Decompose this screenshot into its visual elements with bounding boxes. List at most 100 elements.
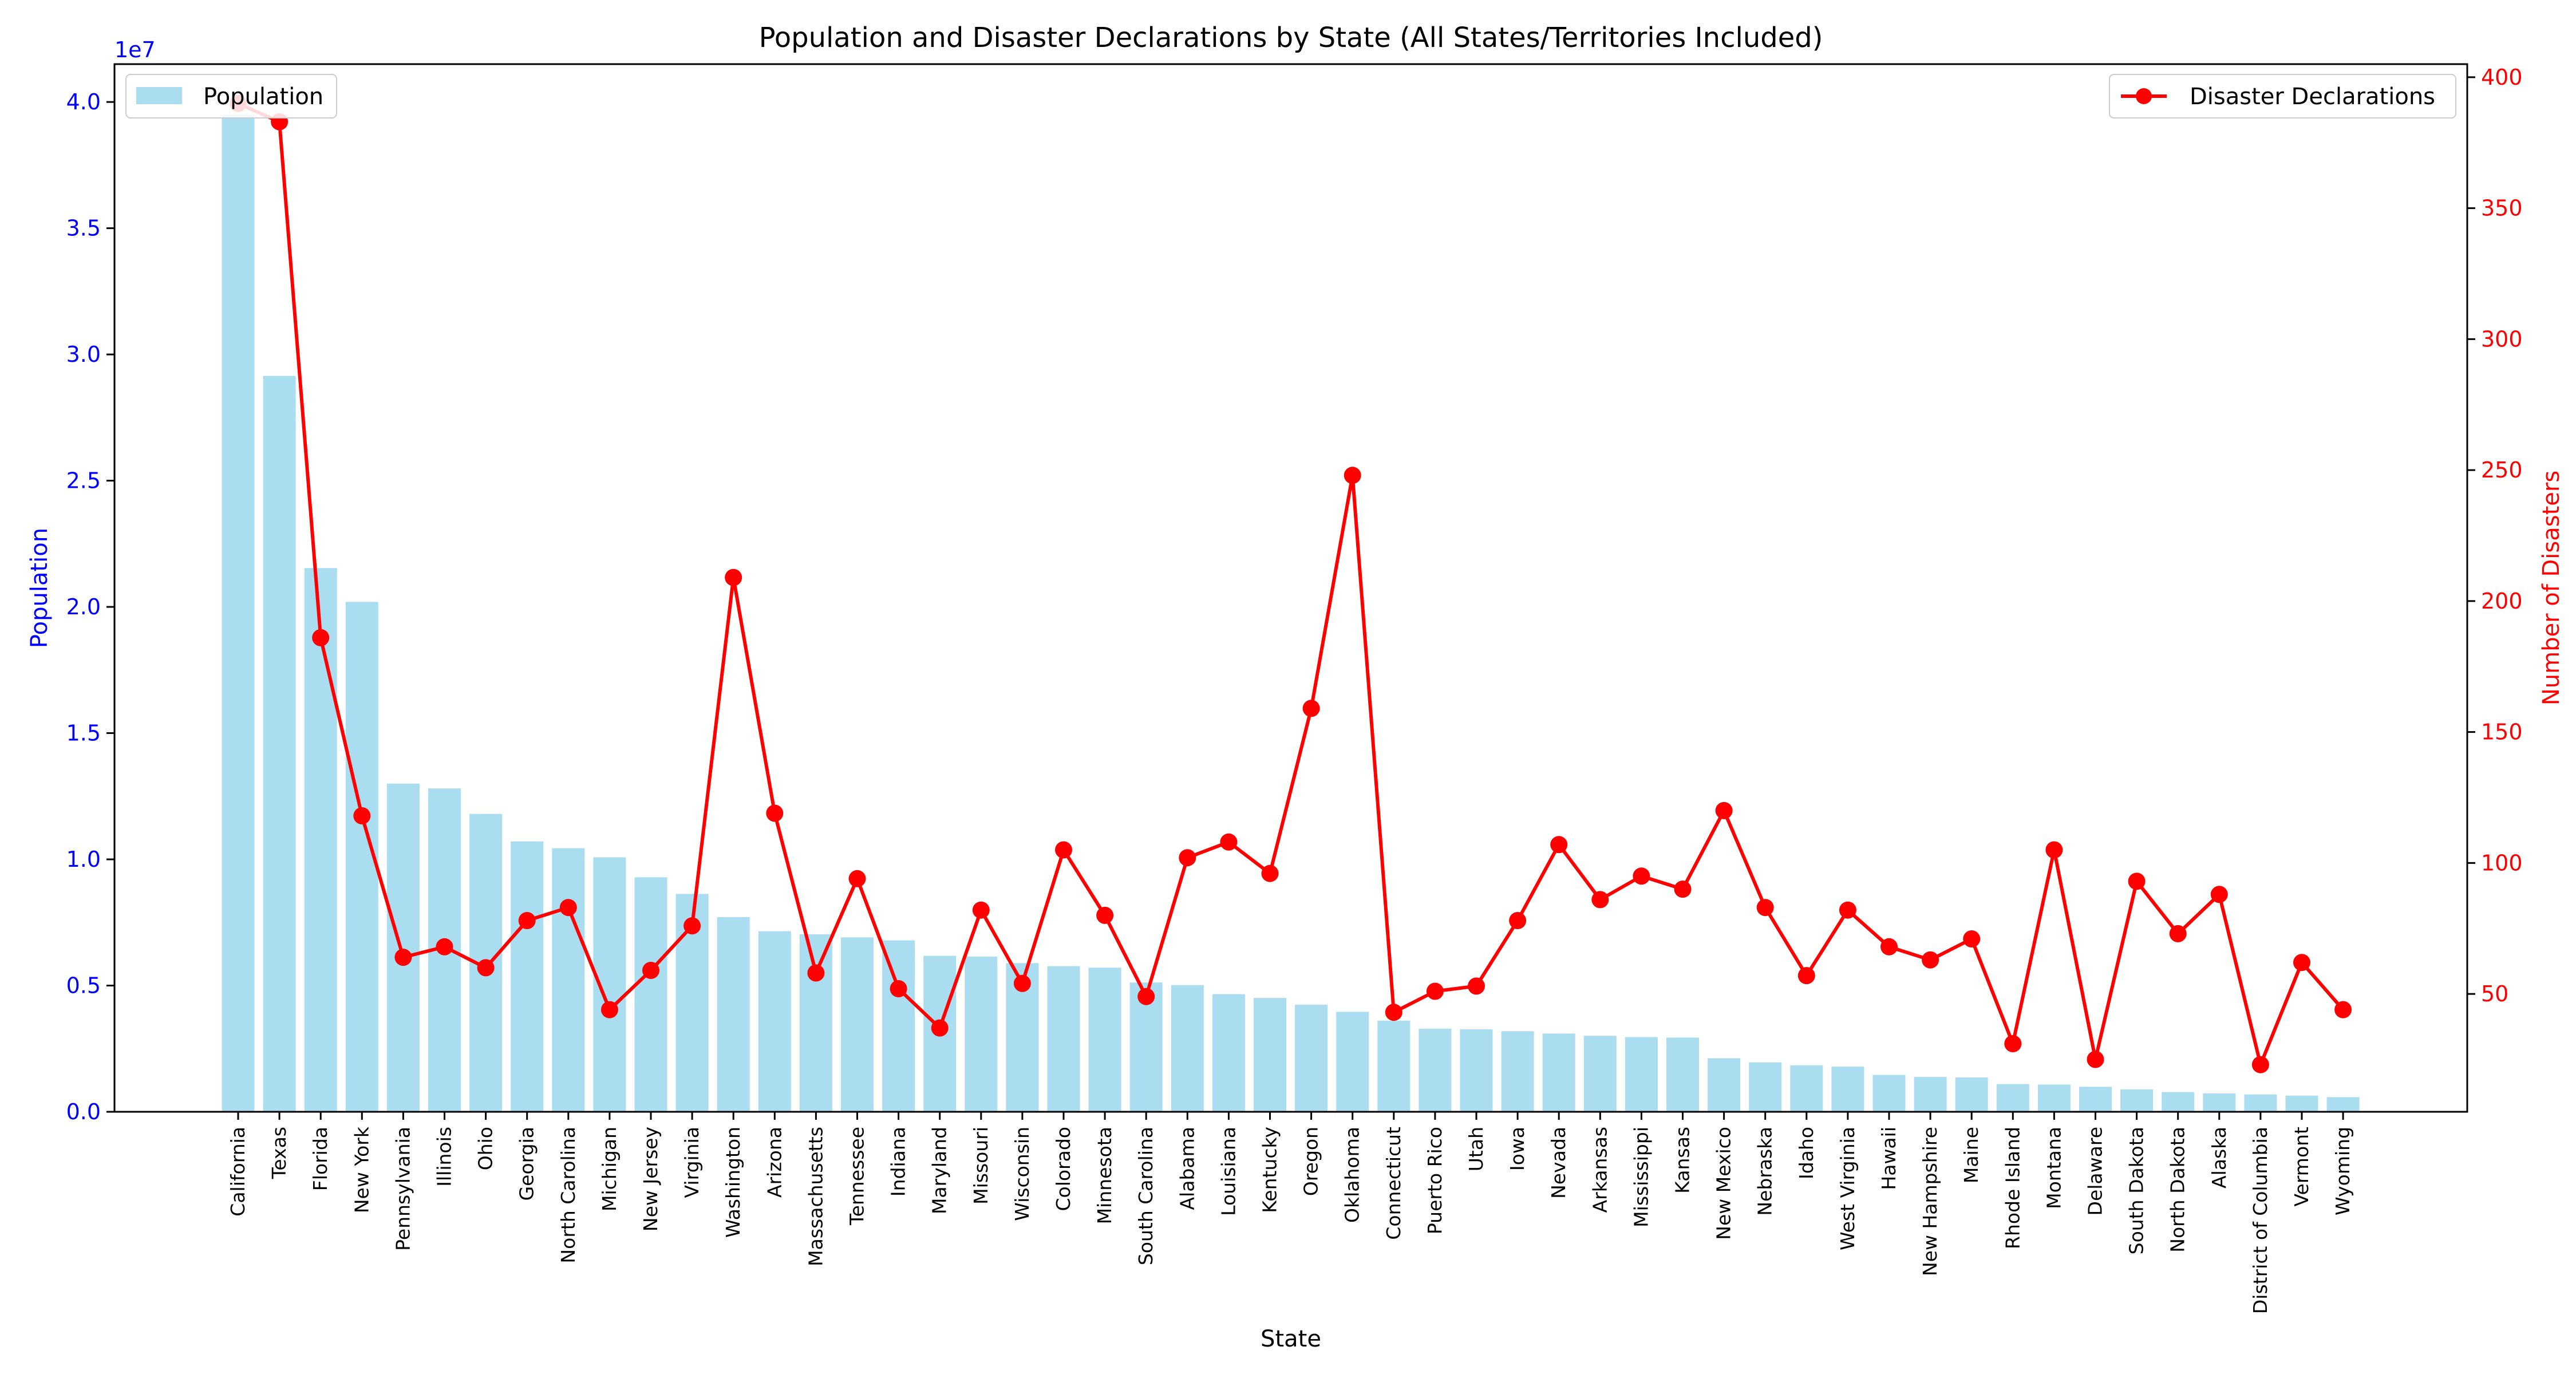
disaster-point bbox=[1550, 836, 1568, 854]
x-tick-label: Tennessee bbox=[846, 1127, 868, 1226]
chart-title: Population and Disaster Declarations by … bbox=[759, 22, 1823, 54]
left-axis-offset-label: 1e7 bbox=[114, 37, 156, 62]
population-bar bbox=[1625, 1037, 1658, 1112]
left-y-axis: 0.0 0.5 1.0 1.5 2.0 2.5 3.0 3.5 4.0 bbox=[66, 89, 114, 1124]
population-bar bbox=[1872, 1075, 1906, 1112]
population-bar bbox=[1377, 1020, 1411, 1112]
plot-frame bbox=[113, 63, 2468, 1113]
disaster-point bbox=[436, 938, 453, 956]
right-tick-label: 200 bbox=[2481, 589, 2523, 614]
population-bar bbox=[634, 877, 667, 1112]
x-tick-label: Minnesota bbox=[1093, 1127, 1116, 1224]
population-bar bbox=[2120, 1089, 2154, 1112]
disaster-point bbox=[1756, 899, 1774, 917]
x-tick-label: Massachusetts bbox=[804, 1127, 827, 1266]
population-bar bbox=[1666, 1037, 1699, 1112]
x-tick-label: Delaware bbox=[2084, 1127, 2107, 1215]
population-bar bbox=[263, 376, 296, 1112]
x-tick-label: Alaska bbox=[2208, 1127, 2230, 1189]
disaster-point bbox=[394, 949, 412, 966]
legend-disasters-label: Disaster Declarations bbox=[2190, 84, 2435, 110]
disaster-point bbox=[477, 959, 495, 977]
population-bar bbox=[1749, 1062, 1782, 1112]
x-tick-label: Idaho bbox=[1795, 1127, 1818, 1179]
left-tick-label: 1.5 bbox=[66, 721, 101, 746]
disaster-point bbox=[1179, 849, 1196, 867]
left-tick-label: 3.0 bbox=[66, 342, 101, 367]
population-bar bbox=[304, 568, 337, 1112]
x-tick-label: New Mexico bbox=[1713, 1127, 1735, 1240]
disaster-point bbox=[2169, 925, 2187, 942]
disaster-point bbox=[2334, 1001, 2352, 1018]
x-tick-label: Nebraska bbox=[1754, 1127, 1776, 1216]
disaster-point bbox=[1055, 841, 1072, 859]
population-bar bbox=[552, 848, 585, 1112]
x-tick-label: Texas bbox=[268, 1127, 290, 1179]
x-tick-label: Vermont bbox=[2290, 1127, 2313, 1207]
right-tick-label: 350 bbox=[2481, 196, 2523, 221]
left-tick-label: 0.0 bbox=[66, 1099, 101, 1124]
disaster-point bbox=[2210, 886, 2228, 903]
disaster-point bbox=[2045, 841, 2063, 859]
x-tick-label: New York bbox=[350, 1126, 373, 1213]
x-tick-label: District of Columbia bbox=[2249, 1127, 2271, 1314]
legend-frame bbox=[125, 74, 337, 119]
disaster-point bbox=[600, 1001, 618, 1018]
disaster-point bbox=[683, 917, 701, 935]
population-bar bbox=[1212, 994, 1245, 1112]
legend-population: Population bbox=[125, 74, 337, 119]
x-tick-label: Wisconsin bbox=[1011, 1127, 1033, 1221]
x-tick-label: Montana bbox=[2042, 1127, 2065, 1209]
disaster-point bbox=[518, 912, 536, 929]
population-bar bbox=[2203, 1093, 2236, 1112]
left-y-axis-label: Population bbox=[26, 528, 53, 648]
population-bar bbox=[717, 917, 750, 1112]
population-bar bbox=[2285, 1095, 2318, 1112]
left-tick-label: 1.0 bbox=[66, 847, 101, 872]
x-tick-label: North Carolina bbox=[557, 1127, 579, 1264]
disaster-line bbox=[237, 101, 2345, 1067]
population-bar bbox=[2079, 1087, 2112, 1112]
population-bar bbox=[1295, 1005, 1328, 1112]
disaster-point bbox=[931, 1019, 949, 1037]
disaster-point bbox=[1591, 891, 1609, 909]
x-axis: California Texas Florida New York Pennsylvan… bbox=[227, 1112, 2354, 1314]
disaster-point bbox=[2004, 1035, 2022, 1052]
x-tick-label: Utah bbox=[1465, 1127, 1487, 1171]
population-bar bbox=[1708, 1058, 1741, 1112]
x-tick-label: Washington bbox=[722, 1127, 744, 1238]
x-tick-label: Wyoming bbox=[2332, 1127, 2354, 1215]
disaster-point bbox=[2293, 954, 2310, 972]
x-tick-label: Maine bbox=[1960, 1127, 1982, 1183]
population-bar bbox=[1914, 1077, 1947, 1112]
disaster-point bbox=[1385, 1004, 1402, 1021]
legend-marker-swatch bbox=[2136, 88, 2152, 104]
population-bar bbox=[1831, 1067, 1864, 1112]
x-tick-label: Illinois bbox=[433, 1127, 456, 1187]
x-tick-label: Iowa bbox=[1506, 1127, 1528, 1171]
x-tick-label: Puerto Rico bbox=[1424, 1127, 1446, 1234]
x-tick-label: Oregon bbox=[1300, 1127, 1322, 1196]
population-bar bbox=[1088, 968, 1121, 1112]
disaster-point bbox=[1096, 906, 1114, 924]
x-tick-label: New Jersey bbox=[639, 1127, 662, 1231]
right-tick-label: 250 bbox=[2481, 457, 2523, 483]
right-tick-label: 100 bbox=[2481, 850, 2523, 875]
left-tick-label: 2.5 bbox=[66, 468, 101, 493]
disaster-point bbox=[1137, 988, 1155, 1005]
disaster-point bbox=[1633, 867, 1650, 885]
disaster-point bbox=[1674, 881, 1692, 898]
x-tick-label: California bbox=[227, 1127, 249, 1217]
disaster-point bbox=[1344, 467, 1361, 484]
x-tick-label: Missouri bbox=[970, 1127, 992, 1205]
population-bar bbox=[799, 934, 832, 1112]
population-bar bbox=[2037, 1084, 2071, 1112]
disaster-point bbox=[1963, 930, 1981, 947]
x-tick-label: Oklahoma bbox=[1341, 1127, 1364, 1223]
disaster-point bbox=[1426, 982, 1444, 1000]
population-bar bbox=[1336, 1012, 1369, 1112]
population-bar bbox=[1542, 1033, 1575, 1112]
population-bar bbox=[1583, 1036, 1617, 1112]
disaster-point bbox=[1839, 901, 1856, 919]
